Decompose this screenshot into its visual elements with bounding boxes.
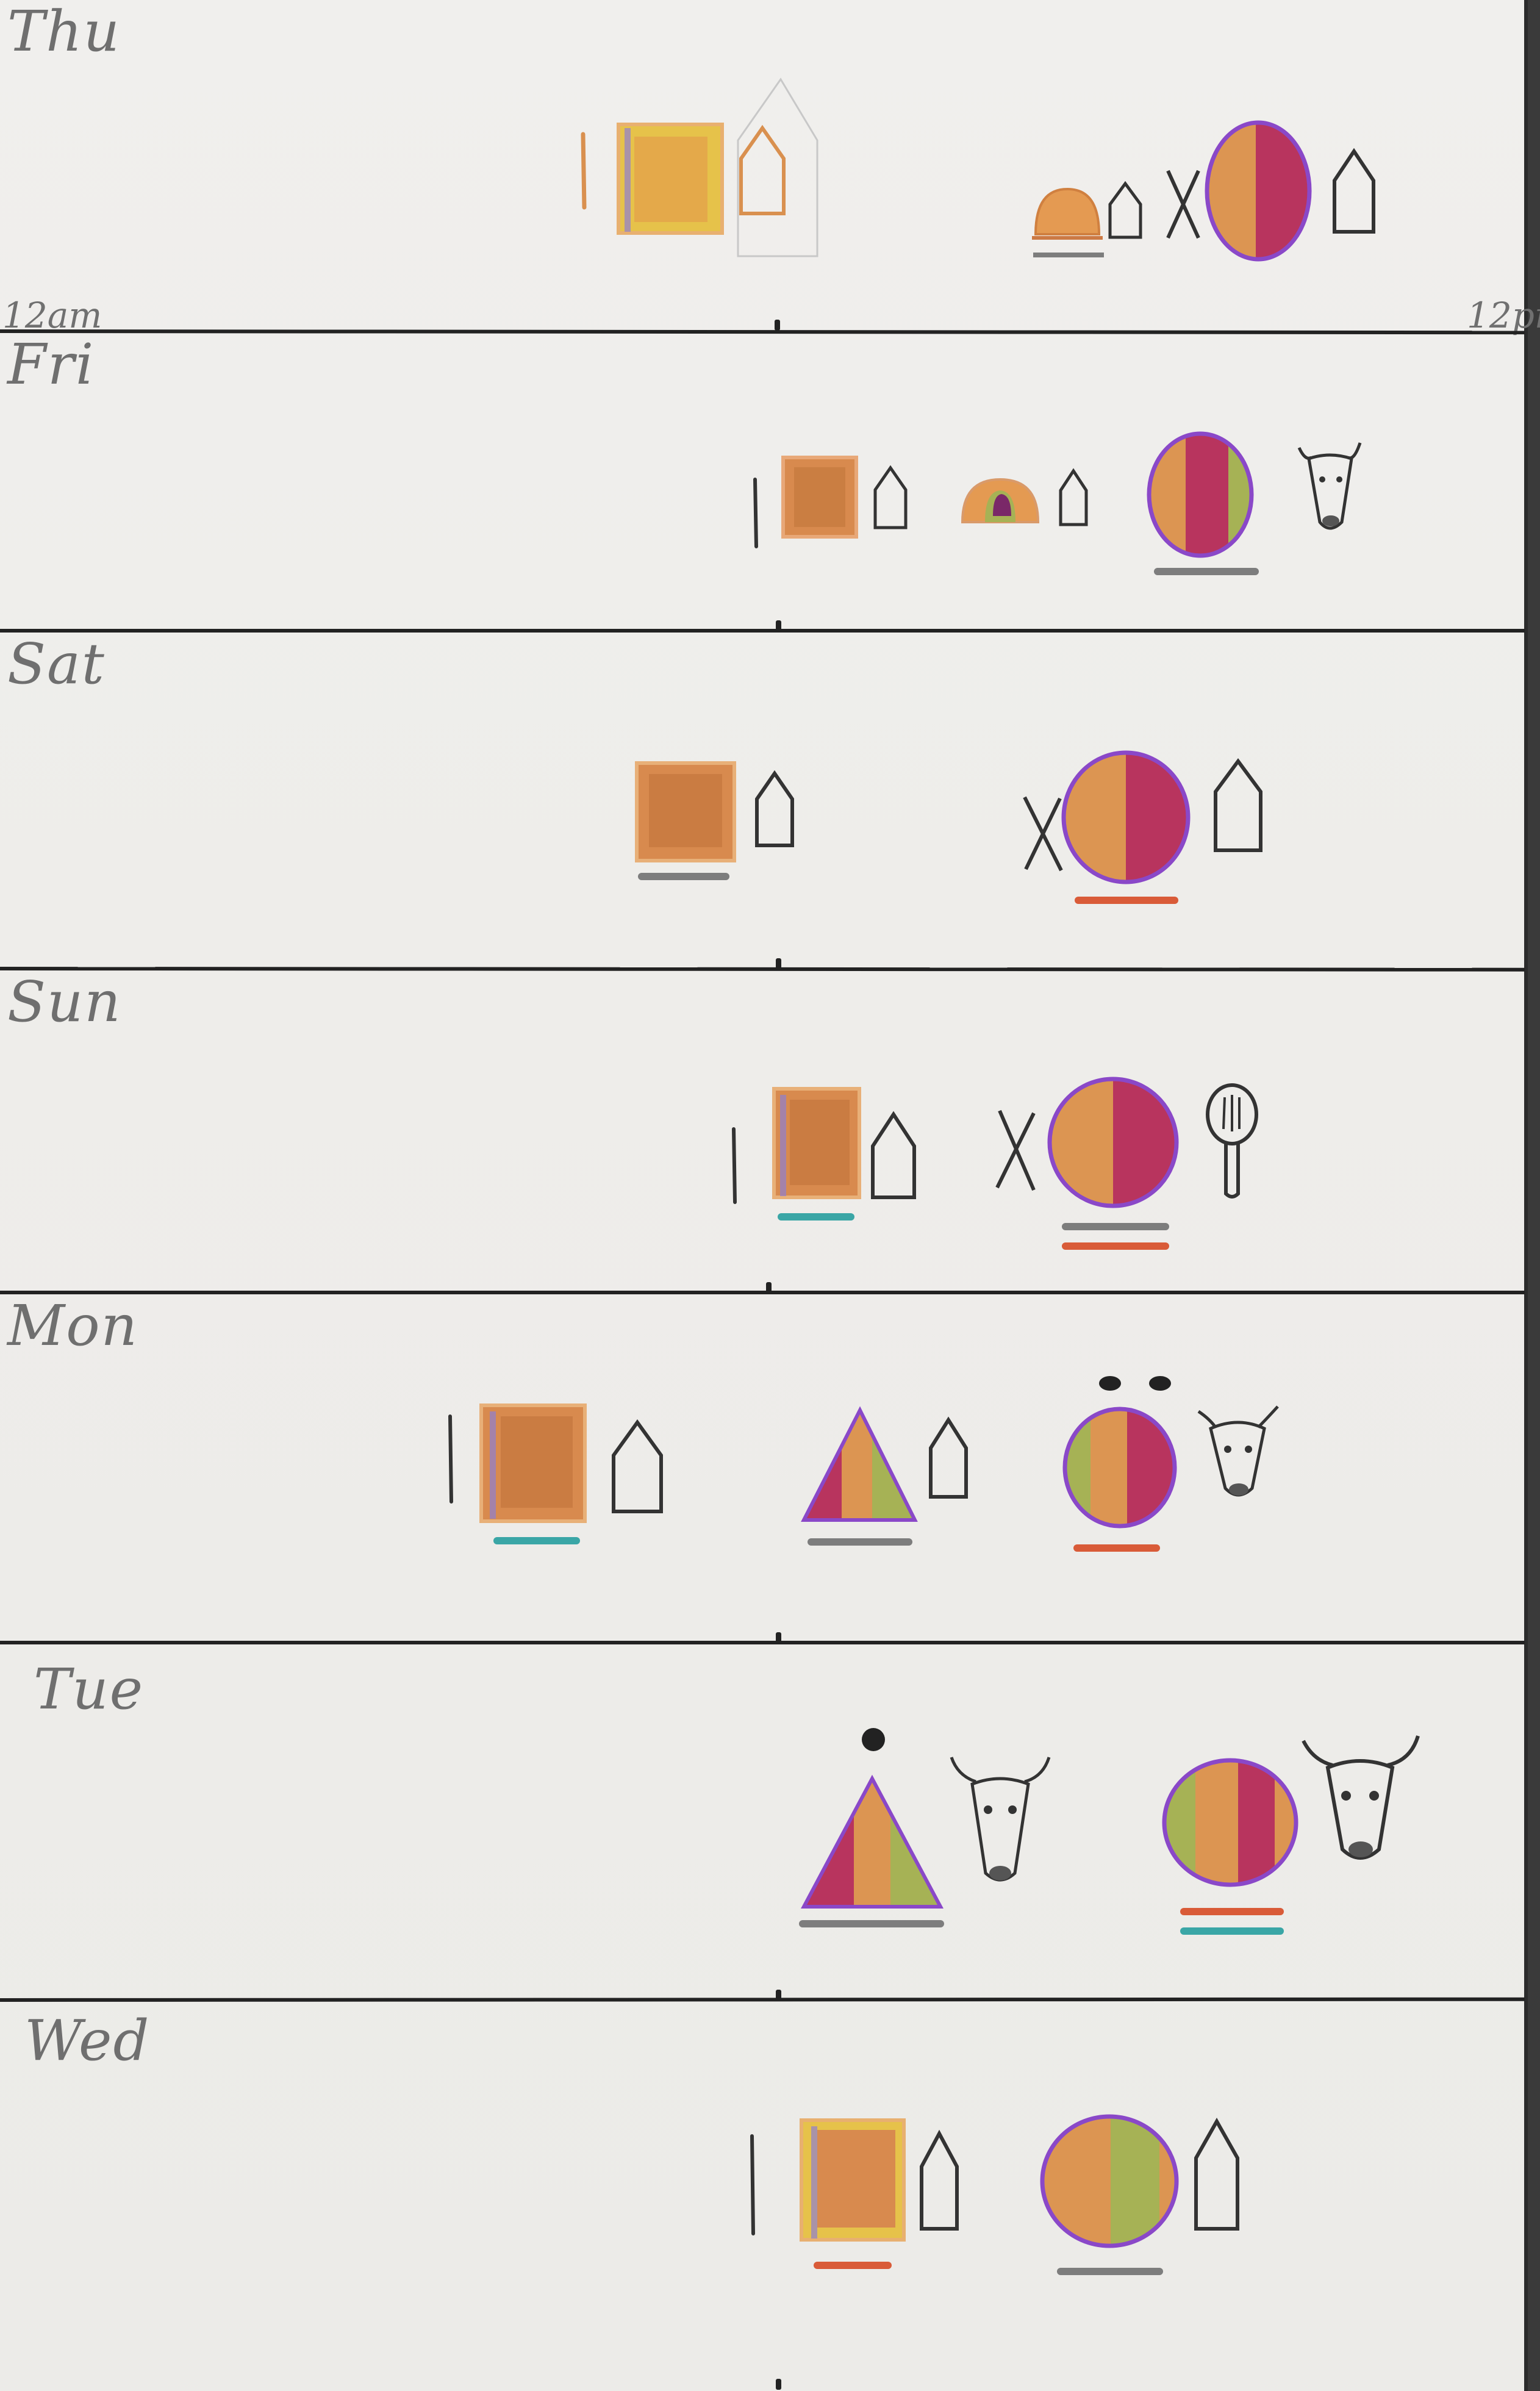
x-mark xyxy=(1019,791,1067,879)
toast-icon xyxy=(479,1403,589,1552)
day-label-tue: Tue xyxy=(34,1657,145,1722)
bowl-icon xyxy=(1031,183,1104,265)
sun-icon xyxy=(1147,428,1259,583)
bowl-icon xyxy=(958,473,1043,531)
day-divider xyxy=(0,1997,1525,2002)
day-row-mon: Mon xyxy=(0,1294,1525,1641)
noon-tick xyxy=(776,1990,781,2001)
day-label-sun: Sun xyxy=(7,969,122,1034)
x-mark xyxy=(991,1105,1040,1199)
sun-icon xyxy=(1061,745,1195,912)
day-row-thu: Thu xyxy=(0,0,1540,334)
dot-icon xyxy=(1092,1374,1183,1400)
time-label-end: 12pm xyxy=(1467,295,1540,336)
toast-icon xyxy=(799,2118,909,2279)
dot-icon xyxy=(859,1725,889,1758)
one-mark xyxy=(445,1410,457,1510)
house-icon xyxy=(1107,180,1144,243)
house-icon xyxy=(610,1418,665,1518)
time-label-start: 12am xyxy=(2,295,102,336)
toast-icon xyxy=(781,455,860,543)
house-icon xyxy=(1330,146,1378,240)
sun-icon xyxy=(1040,2112,1186,2285)
noon-tick xyxy=(776,958,781,969)
one-mark xyxy=(747,2130,759,2242)
house-icon xyxy=(918,2129,961,2236)
day-label-fri: Fri xyxy=(7,332,95,397)
house-icon xyxy=(1058,467,1089,531)
house-icon xyxy=(927,1416,970,1504)
day-label-thu: Thu xyxy=(7,0,121,64)
one-mark xyxy=(578,128,590,216)
day-divider xyxy=(0,629,1525,633)
house-icon xyxy=(872,464,909,534)
cow-head-icon xyxy=(1293,437,1366,543)
noon-tick xyxy=(776,2379,781,2390)
toast-icon xyxy=(772,1086,863,1229)
sun-icon xyxy=(1046,1074,1186,1260)
one-mark xyxy=(750,473,762,555)
day-label-wed: Wed xyxy=(24,2008,151,2073)
house-icon xyxy=(735,122,790,222)
day-divider xyxy=(0,1291,1525,1294)
house-icon xyxy=(753,770,796,851)
noon-tick xyxy=(766,1282,772,1293)
day-row-sun: Sun xyxy=(0,970,1525,1291)
x-mark xyxy=(1162,165,1205,246)
house-icon xyxy=(869,1111,918,1205)
noon-tick xyxy=(776,1632,781,1643)
day-label-sat: Sat xyxy=(7,631,106,697)
noon-tick xyxy=(775,320,780,331)
sun-icon xyxy=(1061,1404,1183,1565)
cow-head-icon xyxy=(945,1751,1055,1900)
triangle-icon xyxy=(799,1773,945,1934)
sun-icon xyxy=(1205,119,1314,268)
sun-icon xyxy=(1162,1754,1308,1940)
day-label-mon: Mon xyxy=(7,1293,138,1358)
toast-icon xyxy=(634,761,738,885)
toast-icon xyxy=(616,122,726,240)
one-mark xyxy=(729,1123,741,1211)
day-row-sat: Sat xyxy=(0,633,1525,967)
cow-head-icon xyxy=(1192,1398,1284,1510)
noon-tick xyxy=(776,620,781,631)
day-row-fri: Fri xyxy=(0,333,1525,629)
cow-head-icon xyxy=(1296,1730,1424,1879)
triangle-icon xyxy=(799,1404,921,1553)
day-divider xyxy=(0,1641,1525,1644)
house-icon xyxy=(1192,2117,1241,2236)
day-row-tue: Tue xyxy=(0,1644,1525,1998)
house-icon xyxy=(1211,758,1266,858)
house-icon xyxy=(726,73,823,271)
spatula-icon xyxy=(1202,1080,1262,1205)
day-row-wed: Wed xyxy=(0,2002,1525,2391)
